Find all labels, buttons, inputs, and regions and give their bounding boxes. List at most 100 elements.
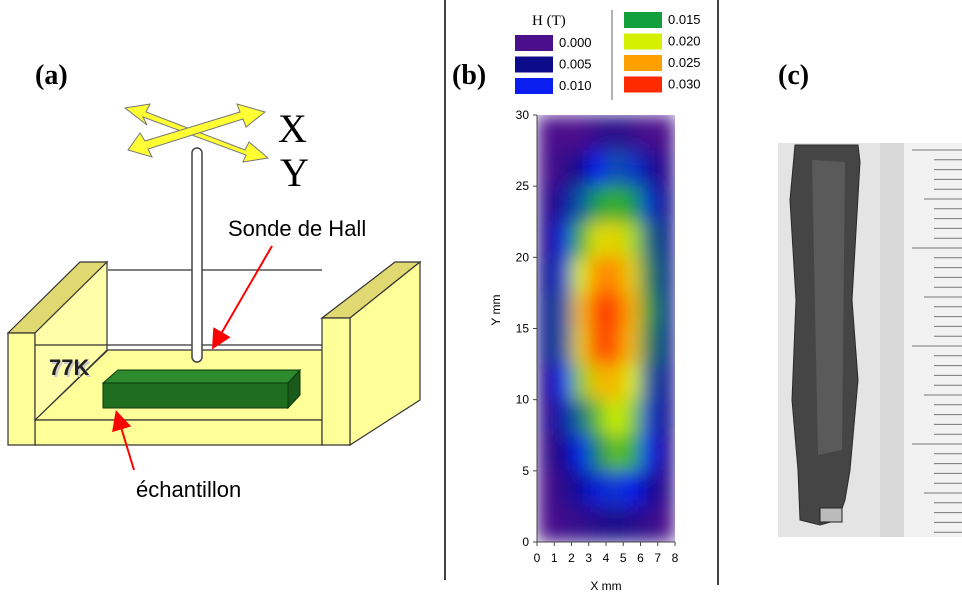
heat-cell xyxy=(606,186,624,223)
heat-cell xyxy=(657,506,675,542)
axis-label: Y xyxy=(280,150,309,195)
x-tick-label: 4 xyxy=(603,551,610,565)
panel-label: (c) xyxy=(778,60,809,91)
heat-cell xyxy=(571,399,590,436)
y-tick-label: 10 xyxy=(516,393,530,407)
heat-cell xyxy=(606,115,624,152)
heat-cell xyxy=(623,435,641,472)
sample xyxy=(101,368,302,410)
y-tick-label: 30 xyxy=(516,108,530,122)
probe xyxy=(191,147,203,363)
heat-cell xyxy=(640,364,659,401)
heat-cell xyxy=(537,399,555,436)
heat-cell xyxy=(554,115,572,152)
sample-photo-face xyxy=(812,160,845,455)
y-tick-label: 15 xyxy=(516,322,530,336)
heat-cell xyxy=(640,292,659,329)
heat-cell xyxy=(640,150,659,187)
heat-cell xyxy=(537,257,555,294)
x-tick-label: 3 xyxy=(585,551,592,565)
heat-cell xyxy=(657,221,675,258)
heat-cell xyxy=(588,115,607,152)
heat-cell xyxy=(554,506,572,542)
heat-cell xyxy=(571,221,590,258)
heat-cell xyxy=(571,186,590,223)
heat-cell xyxy=(571,364,590,401)
axis-label: X xyxy=(278,106,307,151)
panel-c: (c) xyxy=(778,60,962,537)
heat-cell xyxy=(640,257,659,294)
heat-cell xyxy=(623,186,641,223)
legend-swatch xyxy=(624,33,662,50)
heat-cell xyxy=(640,186,659,223)
heat-cell xyxy=(554,186,572,223)
heat-cell xyxy=(640,506,659,542)
panel-label: (a) xyxy=(35,60,68,91)
heat-cell xyxy=(657,470,675,507)
heat-cell xyxy=(640,470,659,507)
heat-cell xyxy=(606,506,624,542)
ruler-edge xyxy=(880,143,904,537)
heat-cell xyxy=(537,435,555,472)
legend-swatch xyxy=(624,55,662,71)
panel-a: (a) X Y Sonde de Hall 77K 77K é xyxy=(6,60,422,502)
heat-cell xyxy=(606,470,624,507)
panel-label: (b) xyxy=(452,60,486,91)
legend-swatch xyxy=(515,78,553,94)
heat-cell xyxy=(571,328,590,365)
heat-cell xyxy=(588,328,607,365)
temperature: 77K xyxy=(49,355,89,380)
legend-swatch xyxy=(515,35,553,51)
heat-cell xyxy=(657,399,675,436)
heat-cell xyxy=(537,115,555,152)
heat-cell xyxy=(554,221,572,258)
heat-cell xyxy=(571,115,590,152)
heat-cell xyxy=(657,328,675,365)
heat-cell xyxy=(606,221,624,258)
x-tick-label: 7 xyxy=(654,551,661,565)
heat-cell xyxy=(554,399,572,436)
heat-cell xyxy=(554,150,572,187)
heat-cell xyxy=(554,328,572,365)
tank xyxy=(6,260,422,447)
legend-label: 0.005 xyxy=(559,57,592,72)
heat-cell xyxy=(537,150,555,187)
heat-cell xyxy=(606,328,624,365)
heat-cell xyxy=(588,150,607,187)
pointer xyxy=(211,245,273,350)
heat-cell xyxy=(623,364,641,401)
heat-cell xyxy=(640,435,659,472)
heat-cell xyxy=(571,506,590,542)
legend-label: 0.020 xyxy=(668,34,701,49)
sample-photo-end xyxy=(819,507,843,523)
heat-cell xyxy=(623,150,641,187)
heat-cell xyxy=(537,328,555,365)
heat-cell xyxy=(588,470,607,507)
probe-label: Sonde de Hall xyxy=(228,216,366,241)
legend-swatch xyxy=(515,56,553,73)
y-tick-label: 5 xyxy=(522,464,529,478)
heat-cell xyxy=(571,470,590,507)
legend-label: 0.025 xyxy=(668,55,701,70)
x-tick-label: 2 xyxy=(568,551,575,565)
heat-cell xyxy=(571,150,590,187)
y-tick-label: 20 xyxy=(516,250,530,264)
heat-cell xyxy=(640,399,659,436)
x-tick-label: 5 xyxy=(620,551,627,565)
heat-cell xyxy=(640,221,659,258)
heat-cell xyxy=(623,470,641,507)
heat-cell xyxy=(588,186,607,223)
heat-cell xyxy=(588,364,607,401)
heat-cell xyxy=(571,292,590,329)
y-axis-label: Y mm xyxy=(489,294,503,325)
heat-cell xyxy=(571,257,590,294)
heat-cell xyxy=(657,292,675,329)
heat-cell xyxy=(554,292,572,329)
y-tick-label: 25 xyxy=(516,179,530,193)
heat-cell xyxy=(571,435,590,472)
legend-title: H (T) xyxy=(532,13,566,29)
heat-cell xyxy=(657,257,675,294)
heat-cell xyxy=(623,506,641,542)
heat-cell xyxy=(657,435,675,472)
